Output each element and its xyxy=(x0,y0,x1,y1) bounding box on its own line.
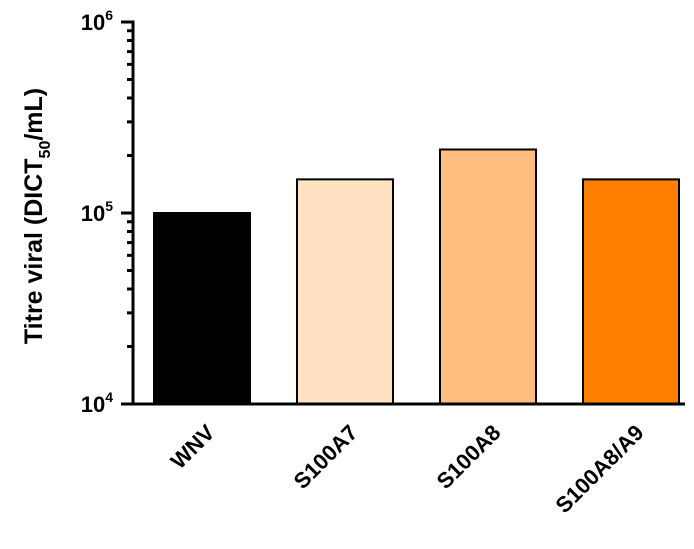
x-tick-label: S100A7 xyxy=(289,420,363,494)
y-tick-label: 106 xyxy=(81,7,113,35)
y-axis-title-end: /mL) xyxy=(20,88,48,141)
bar-s100a8 xyxy=(439,148,537,405)
y-tick-label: 105 xyxy=(81,198,113,226)
bar-s100a8-a9 xyxy=(582,178,680,405)
x-tick-labels: WNV S100A7 S100A8 S100A8/A9 xyxy=(166,420,649,518)
x-tick-label: WNV xyxy=(166,420,220,474)
x-tick-label: S100A8 xyxy=(432,420,506,494)
y-axis-title: Titre viral (DICT50/mL) xyxy=(20,88,54,344)
bar-s100a7 xyxy=(296,178,394,405)
x-tick-label: S100A8/A9 xyxy=(550,420,648,518)
y-ticks: 104 105 106 xyxy=(81,7,133,417)
y-tick-label: 104 xyxy=(81,389,113,417)
y-axis-title-subscript: 50 xyxy=(37,141,54,159)
bars xyxy=(153,148,680,405)
bar-wnv xyxy=(153,212,251,405)
y-axis-title-main: Titre viral (DICT xyxy=(20,158,48,344)
